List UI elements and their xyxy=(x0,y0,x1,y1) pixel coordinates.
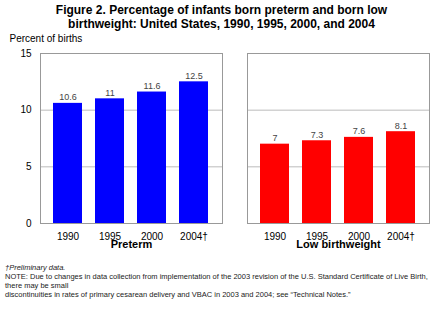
svg-text:0: 0 xyxy=(26,218,32,229)
svg-text:15: 15 xyxy=(20,48,32,59)
svg-text:8.1: 8.1 xyxy=(395,121,408,131)
svg-text:2004†: 2004† xyxy=(180,231,208,242)
svg-text:1995: 1995 xyxy=(305,230,329,242)
html-text:†Preliminary data.: †Preliminary data. xyxy=(5,263,66,272)
html-text:NOTE: Due to changes in data c: NOTE: Due to changes in data collection … xyxy=(5,272,428,290)
svg-text:10: 10 xyxy=(20,104,32,115)
html-text:Figure 2. Percentage of infant: Figure 2. Percentage of infants born pre… xyxy=(55,3,388,31)
svg-text:2004†: 2004† xyxy=(387,231,415,242)
svg-text:2000: 2000 xyxy=(347,230,371,242)
svg-text:11.6: 11.6 xyxy=(144,81,161,91)
svg-text:1995: 1995 xyxy=(98,230,122,242)
svg-text:7.6: 7.6 xyxy=(353,126,366,136)
svg-text:10.6: 10.6 xyxy=(59,92,77,102)
svg-text:1990: 1990 xyxy=(57,231,80,242)
svg-text:1990: 1990 xyxy=(264,231,287,242)
svg-text:5: 5 xyxy=(26,161,32,172)
svg-text:Percent of births: Percent of births xyxy=(10,33,83,44)
svg-text:2000: 2000 xyxy=(140,230,164,242)
svg-text:Low birthweight: Low birthweight xyxy=(296,238,381,250)
html-text:discontinuities in rates of pr: discontinuities in rates of primary cesa… xyxy=(5,290,351,299)
svg-text:7.3: 7.3 xyxy=(311,130,324,140)
svg-text:11: 11 xyxy=(105,88,114,98)
svg-text:7: 7 xyxy=(272,133,277,143)
svg-text:Preterm: Preterm xyxy=(111,238,153,250)
svg-text:12.5: 12.5 xyxy=(185,71,203,81)
